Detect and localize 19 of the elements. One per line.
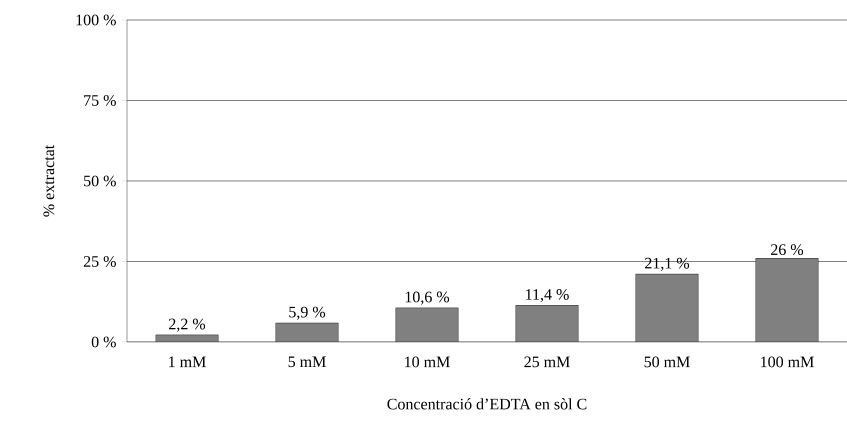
x-tick-label: 25 mM	[524, 356, 570, 368]
x-tick-label: 100 mM	[761, 356, 814, 368]
data-label: 2,2 %	[169, 318, 206, 332]
data-label: 5,9 %	[289, 306, 326, 320]
y-axis-title: % extractat	[43, 144, 54, 217]
y-tick-label: 0 %	[92, 336, 116, 348]
data-label: 11,4 %	[526, 288, 569, 302]
y-tick-label: 100 %	[76, 14, 116, 26]
y-tick-label: 75 %	[84, 95, 116, 106]
x-tick-label: 10 mM	[405, 356, 450, 368]
x-tick-label: 1 mM	[169, 356, 206, 368]
x-axis-title: Concentració d’EDTA en sòl C	[387, 398, 586, 410]
y-tick-label: 25 %	[84, 256, 116, 267]
data-label: 10,6 %	[406, 292, 450, 305]
x-tick-label: 50 mM	[644, 356, 690, 368]
x-tick-label: 5 mM	[288, 356, 326, 368]
data-label: 26 %	[771, 244, 804, 256]
y-tick-label: 50 %	[84, 176, 116, 186]
data-label: 21,1 %	[645, 258, 690, 271]
